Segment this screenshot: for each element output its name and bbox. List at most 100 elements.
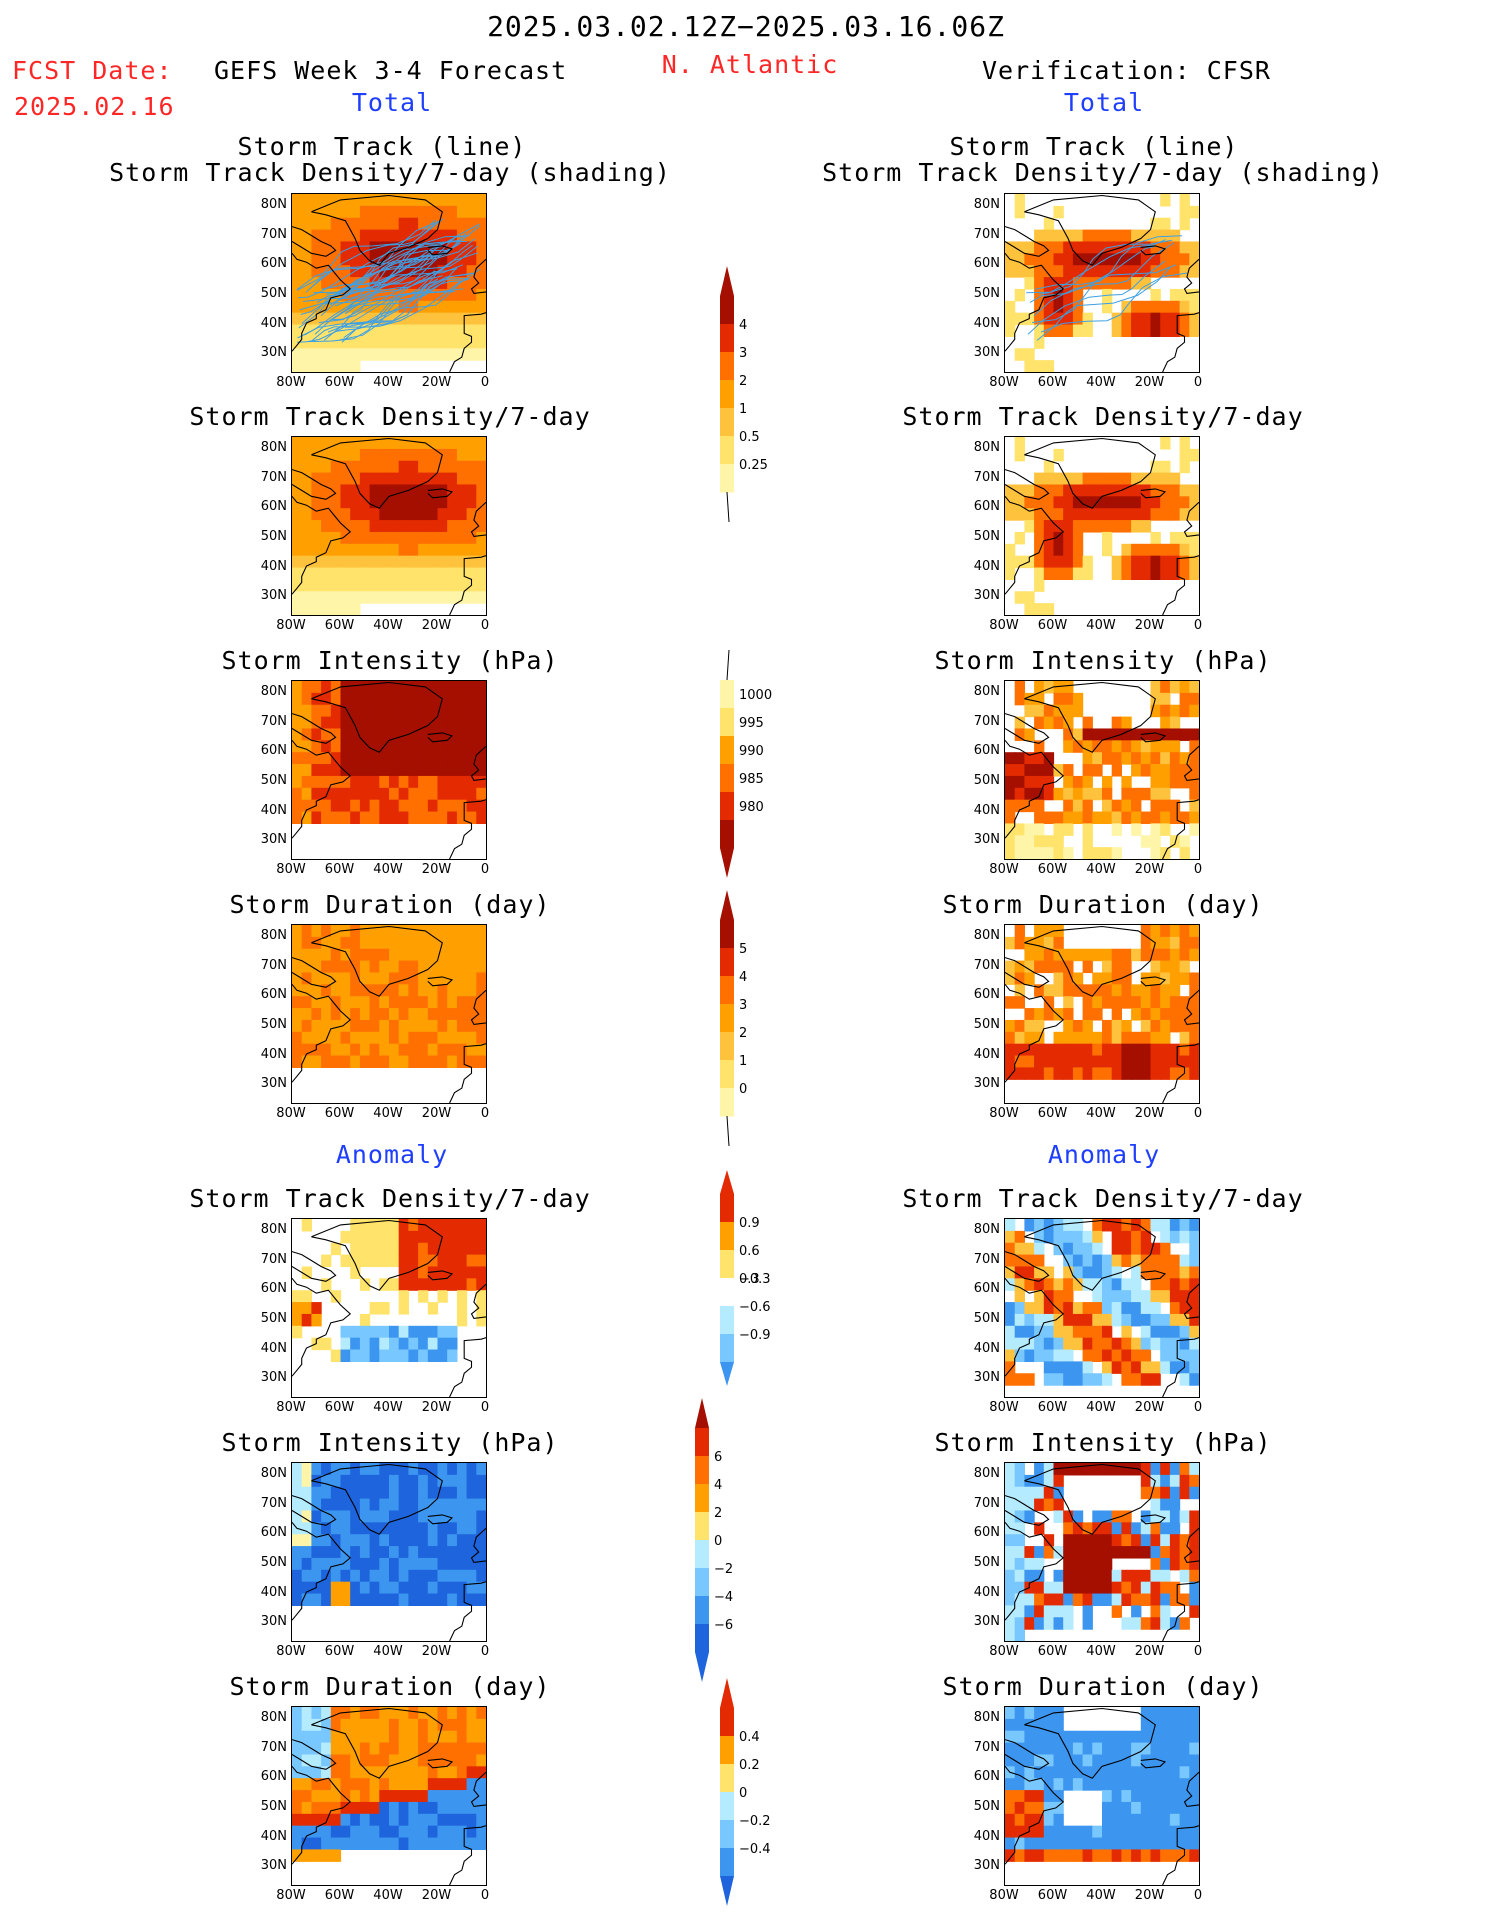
grid-cell [311,336,322,349]
coastline [1162,1337,1199,1397]
grid-cell [466,1546,477,1559]
grid-cell [1140,1266,1152,1279]
grid-cell [1072,704,1084,718]
grid-cell [379,972,390,985]
grid-cell [1179,1813,1190,1827]
grid-cell [1169,1754,1181,1767]
grid-cell [398,1278,409,1291]
grid-cell [1072,253,1084,266]
grid-cell [437,1742,448,1756]
grid-cell [1005,996,1016,1009]
map-canvas [292,1219,486,1397]
grid-cell [476,1778,486,1791]
grid-cell [427,1008,439,1021]
grid-cell [418,716,429,730]
grid-cell [1140,1474,1152,1488]
grid-cell [1024,764,1035,777]
grid-cell [1024,1242,1035,1256]
grid-cell [321,1790,332,1803]
grid-cell [292,312,303,326]
grid-cell [1160,1313,1171,1327]
grid-cell [466,1254,477,1268]
grid-cell [1043,241,1055,254]
grid-cell [398,324,409,337]
grid-cell [1043,1055,1055,1068]
grid-cell [1131,1337,1142,1351]
grid-cell [466,1043,477,1057]
grid-cell [1014,1230,1025,1244]
grid-cell [292,229,303,243]
grid-cell [389,217,400,231]
grid-cell [1043,1313,1055,1327]
grid-cell [1102,996,1113,1009]
grid-cell [359,960,371,974]
grid-cell [1034,484,1045,497]
grid-cell [1014,1557,1025,1571]
lat-tick-label: 60N [260,987,287,1003]
grid-cell [1179,1486,1190,1500]
grid-cell [1092,1219,1103,1232]
grid-cell [1121,1730,1132,1744]
grid-cell [456,740,468,753]
grid-cell [321,1008,332,1021]
grid-cell [350,716,361,730]
grid-cell [1063,948,1074,962]
grid-cell [1072,241,1084,254]
grid-cell [1024,253,1035,266]
grid-cell [1131,1463,1142,1476]
map-canvas [1005,194,1199,372]
grid-cell [1063,1522,1074,1535]
colorbar-extend-bottom [720,1362,734,1386]
grid-cell [1150,799,1161,813]
grid-cell [447,1825,458,1839]
lon-tick-label: 0 [480,862,490,877]
grid-cell [1131,555,1142,569]
grid-cell [1092,520,1103,533]
grid-cell [1131,1302,1142,1315]
grid-cell [1179,496,1190,509]
grid-cell [456,1242,468,1256]
grid-cell [1102,229,1113,243]
grid-cell [1160,1486,1171,1500]
grid-cell [437,972,448,985]
grid-cell [1082,1522,1093,1535]
grid-cell [359,1230,371,1244]
colorbar-segment [720,1088,734,1117]
grid-cell [1121,1242,1132,1256]
grid-cell [1179,1801,1190,1815]
grid-cell [1131,752,1142,765]
grid-cell [359,1031,371,1045]
grid-cell [1063,1778,1074,1791]
lon-tick-label: 20W [1134,1888,1165,1903]
grid-cell [389,1569,400,1583]
grid-cell [1140,811,1152,824]
grid-cell [301,472,312,486]
grid-cell [359,1569,371,1583]
grid-cell [476,567,486,580]
grid-cell [321,1778,332,1791]
grid-cell [1179,1373,1190,1386]
grid-cell [1111,520,1122,533]
grid-cell [437,1254,448,1268]
grid-cell [1150,241,1161,254]
grid-cell [1102,972,1113,985]
grid-cell [1140,1242,1152,1256]
coastline [1005,469,1050,500]
grid-cell [1189,1778,1199,1791]
grid-cell [350,1837,361,1850]
lon-tick-label: 20W [1134,1644,1165,1659]
grid-cell [427,996,439,1009]
colorbar-segment [720,1792,734,1821]
grid-cell [340,312,351,326]
grid-cell [330,1242,342,1256]
grid-cell [340,787,351,801]
grid-cell [1140,1031,1152,1045]
grid-cell [1169,288,1181,302]
r1-title-b: Storm Track Density/7-day (shading) [822,158,1384,187]
grid-cell [1189,972,1199,985]
grid-cell [340,1766,351,1779]
grid-cell [1005,1498,1016,1512]
grid-cell [301,1837,312,1850]
grid-cell [1111,811,1122,824]
storm-track-line [337,223,480,296]
